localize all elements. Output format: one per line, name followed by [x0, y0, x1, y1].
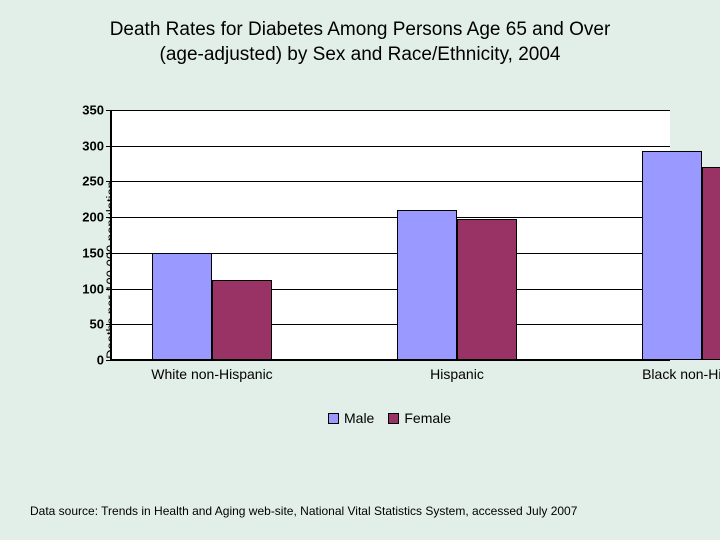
category-label: Hispanic — [382, 366, 532, 382]
legend: Male Female — [328, 410, 451, 426]
bar-male-0 — [152, 253, 212, 360]
category-label: Black non-Hispanic — [627, 366, 720, 382]
title-line-1: Death Rates for Diabetes Among Persons A… — [110, 19, 611, 40]
chart-area: Deaths per 100,000 population Male Femal… — [48, 110, 688, 430]
grid-line — [110, 110, 670, 111]
bar-female-0 — [212, 280, 272, 360]
y-tick-label: 100 — [48, 281, 104, 296]
y-tick-mark — [106, 324, 110, 325]
y-tick-label: 0 — [48, 353, 104, 368]
y-tick-label: 250 — [48, 174, 104, 189]
legend-swatch-female — [388, 413, 399, 424]
y-tick-label: 300 — [48, 138, 104, 153]
y-axis-line — [110, 110, 112, 360]
plot-area — [110, 110, 670, 360]
y-tick-mark — [106, 289, 110, 290]
title-line-2: (age-adjusted) by Sex and Race/Ethnicity… — [160, 44, 561, 65]
category-label: White non-Hispanic — [137, 366, 287, 382]
y-tick-mark — [106, 217, 110, 218]
bar-male-2 — [642, 151, 702, 360]
grid-line — [110, 181, 670, 182]
grid-line — [110, 217, 670, 218]
y-tick-mark — [106, 181, 110, 182]
legend-item-female: Female — [388, 410, 451, 426]
y-tick-mark — [106, 360, 110, 361]
y-tick-label: 350 — [48, 103, 104, 118]
y-tick-mark — [106, 146, 110, 147]
bar-male-1 — [397, 210, 457, 360]
y-tick-mark — [106, 253, 110, 254]
data-source-footer: Data source: Trends in Health and Aging … — [30, 504, 577, 518]
bar-female-1 — [457, 219, 517, 360]
y-tick-label: 200 — [48, 210, 104, 225]
y-tick-mark — [106, 110, 110, 111]
legend-label-female: Female — [404, 410, 451, 426]
grid-line — [110, 146, 670, 147]
legend-label-male: Male — [344, 410, 374, 426]
chart-title: Death Rates for Diabetes Among Persons A… — [0, 0, 720, 67]
y-tick-label: 150 — [48, 245, 104, 260]
grid-line — [110, 360, 670, 361]
legend-item-male: Male — [328, 410, 374, 426]
legend-swatch-male — [328, 413, 339, 424]
y-tick-label: 50 — [48, 317, 104, 332]
bar-female-2 — [702, 167, 720, 360]
